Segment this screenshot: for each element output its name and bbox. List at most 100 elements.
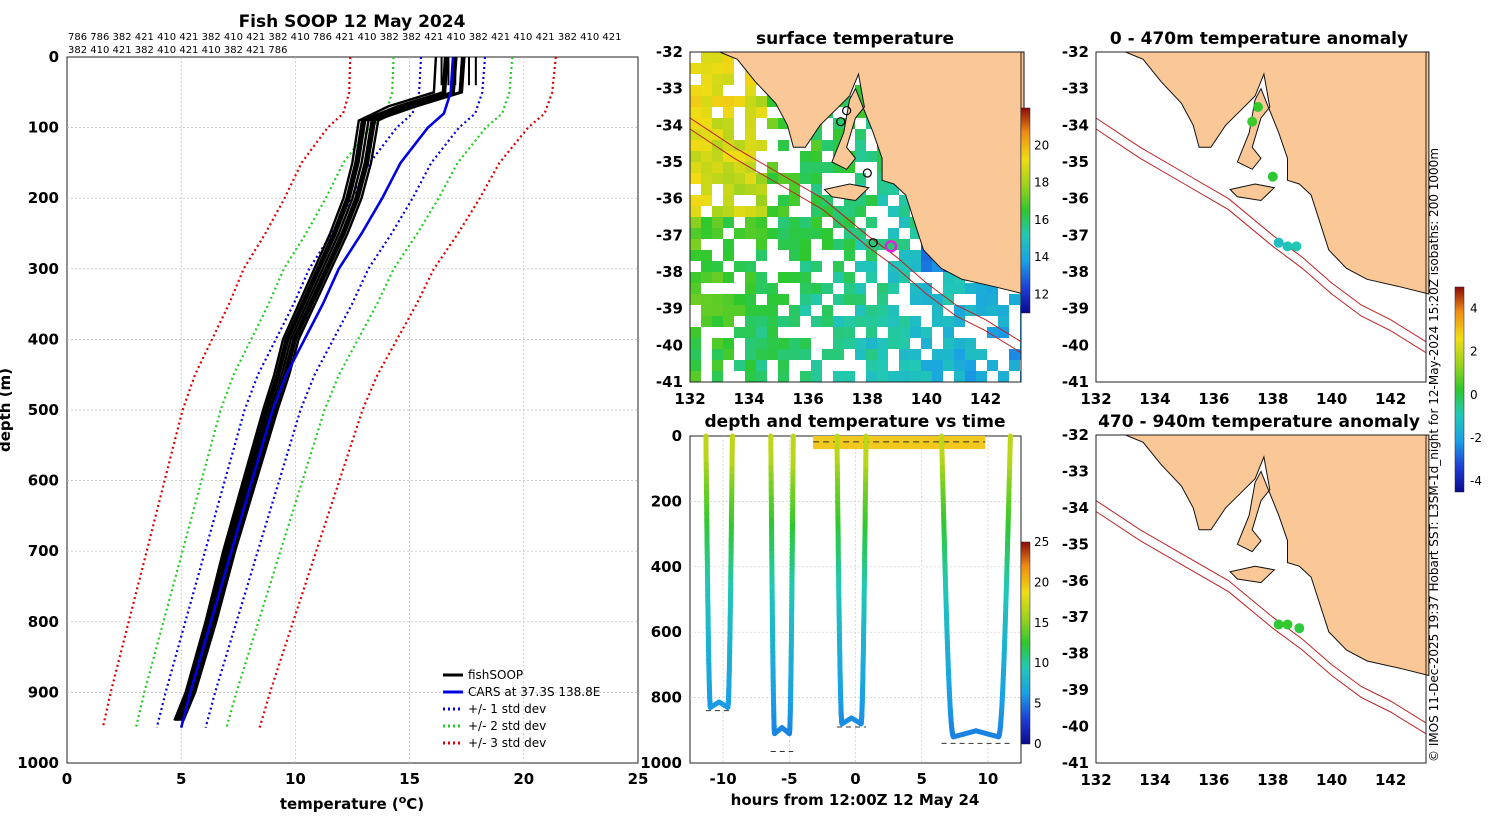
sst-colorbar-tick: 18	[1034, 176, 1049, 190]
sst-pixel	[811, 129, 822, 140]
sst-pixel	[767, 118, 778, 129]
sst-pixel	[712, 151, 723, 162]
sst-pixel	[745, 107, 756, 118]
sst-pixel	[690, 162, 701, 173]
sst-pixel	[833, 129, 844, 140]
sst-pixel	[965, 371, 976, 382]
sst-pixel	[844, 272, 855, 283]
sst-pixel	[701, 250, 712, 261]
legend-std1: +/- 1 std dev	[468, 702, 546, 716]
sst-pixel	[712, 173, 723, 184]
anomaly-top-panel: 0 - 470m temperature anomaly 132 134 136 13…	[1062, 29, 1430, 408]
sst-pixel	[943, 360, 954, 371]
sst-pixel	[778, 272, 789, 283]
time-title: depth and temperature vs time	[705, 412, 1006, 432]
sst-pixel	[701, 261, 712, 272]
sst-pixel	[877, 305, 888, 316]
anomaly3-ytick-label: -40	[1062, 718, 1089, 736]
sst-pixel	[734, 184, 745, 195]
sst-pixel	[844, 327, 855, 338]
sst-pixel	[866, 151, 877, 162]
time-xtick-label: 5	[916, 770, 926, 788]
sst-panel: surface temperature 132 134 136 138 140 142 -3…	[656, 29, 1049, 408]
time-xtick-label: 10	[977, 770, 998, 788]
time-ticks: -10 -5 0 5 10 0 200 400 600 800 1000	[640, 427, 998, 788]
sst-pixel	[943, 316, 954, 327]
profile-ytick-label: 1000	[17, 754, 59, 772]
sst-pixel	[855, 140, 866, 151]
sst-pixel	[833, 349, 844, 360]
sst-pixel	[701, 52, 712, 63]
sst-pixel	[767, 338, 778, 349]
sst-pixel	[888, 239, 899, 250]
sst-pixel	[701, 184, 712, 195]
profile-ytick-label: 300	[28, 260, 59, 278]
sst-pixel	[844, 316, 855, 327]
sst-pixel	[866, 250, 877, 261]
sst-pixel	[910, 283, 921, 294]
sst-pixel	[800, 173, 811, 184]
anomaly2-kangaroo-island	[1229, 183, 1276, 202]
sst-pixel	[723, 107, 734, 118]
sst-pixel	[866, 195, 877, 206]
sst-pixel	[734, 261, 745, 272]
anomaly2-ytick-label: -33	[1062, 80, 1089, 98]
sst-pixel	[855, 349, 866, 360]
sst-pixel	[844, 250, 855, 261]
sst-pixel	[866, 349, 877, 360]
profile-xtick-label: 15	[399, 770, 420, 788]
cars-mean-line	[179, 56, 455, 729]
sst-pixel	[690, 151, 701, 162]
sst-pixel	[723, 206, 734, 217]
sst-pixel	[800, 261, 811, 272]
anomaly2-ytick-label: -34	[1062, 116, 1089, 134]
anomaly3-ytick-label: -37	[1062, 608, 1089, 626]
anomaly-colorbar-tick: 0	[1470, 388, 1478, 402]
sst-pixel	[712, 349, 723, 360]
anomaly-point	[1253, 102, 1264, 112]
anomaly3-mainland	[1125, 434, 1430, 677]
sst-pixel	[855, 305, 866, 316]
sst-colorbar-tick: 14	[1034, 250, 1049, 264]
sst-pixel	[910, 294, 921, 305]
sst-pixel	[789, 349, 800, 360]
sst-pixel	[756, 250, 767, 261]
sst-pixel	[712, 96, 723, 107]
sst-pixel	[877, 338, 888, 349]
sst-pixel	[877, 360, 888, 371]
sst-pixel	[888, 316, 899, 327]
sst-isobath-200	[689, 117, 1022, 343]
profile-ytick-label: 400	[28, 330, 59, 348]
sst-pixel	[888, 283, 899, 294]
sst-ytick-label: -38	[656, 263, 683, 281]
sst-pixel	[877, 316, 888, 327]
sst-xtick-label: 132	[674, 390, 705, 408]
time-colorbar-tick: 15	[1034, 616, 1049, 630]
anomaly3-ytick-label: -38	[1062, 645, 1089, 663]
sst-pixel	[690, 206, 701, 217]
sst-pixel	[987, 283, 998, 294]
sst-pixel	[899, 371, 910, 382]
sst-pixel	[844, 206, 855, 217]
profile-ytick-label: 500	[28, 401, 59, 419]
sst-pixel	[910, 250, 921, 261]
sst-pixel	[877, 294, 888, 305]
profile-ticks: 0 5 10 15 20 25 0 100 200 300 400 500 600 700 800 900 10…	[17, 48, 648, 788]
sst-pixel	[745, 96, 756, 107]
sst-pixel	[723, 217, 734, 228]
time-ytick-label: 1000	[640, 754, 682, 772]
sst-pixel	[756, 338, 767, 349]
sst-pixel	[745, 294, 756, 305]
anomaly2-xtick-label: 140	[1316, 390, 1347, 408]
sst-pixel	[778, 239, 789, 250]
sst-pixel	[745, 371, 756, 382]
profile-ylabel: depth (m)	[0, 368, 14, 452]
sst-pixel	[789, 228, 800, 239]
sst-pixel	[800, 239, 811, 250]
sst-pixel	[800, 162, 811, 173]
sst-pixel	[690, 338, 701, 349]
sst-pixel	[712, 338, 723, 349]
sst-ytick-label: -40	[656, 336, 683, 354]
sst-pixel	[756, 195, 767, 206]
sst-colorbar-ticks: 12 14 16 18 20	[1034, 138, 1049, 301]
